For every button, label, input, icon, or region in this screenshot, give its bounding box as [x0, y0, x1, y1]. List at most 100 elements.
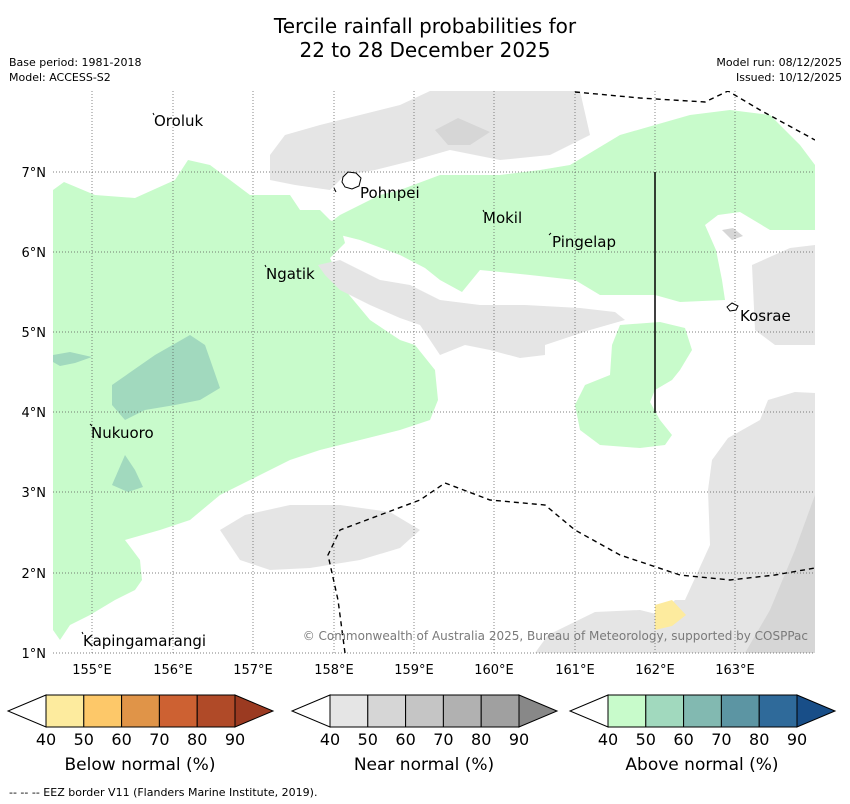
legend-below-tick-70: 70: [149, 730, 169, 749]
near-normal-50-region-3: [722, 228, 743, 240]
legend-below-tick-80: 80: [187, 730, 207, 749]
legend-below-swatch-0: [45, 694, 85, 728]
legend-above-tick-90: 90: [787, 730, 807, 749]
near-normal-40-region-north: [270, 91, 590, 190]
ngatik-marker: [264, 264, 267, 268]
near-normal-40-region-east: [752, 245, 815, 345]
legend-near-swatch-1: [367, 694, 407, 728]
near-normal-40-region-southeast: [535, 392, 815, 653]
lon-tick-163: 163°E: [715, 663, 755, 678]
legend-above-swatch-0: [607, 694, 647, 728]
legend-above-tick-70: 70: [711, 730, 731, 749]
label-oroluk: Oroluk: [154, 112, 203, 130]
legend-label-above: Above normal (%): [625, 755, 779, 775]
label-ngatik: Ngatik: [266, 265, 315, 283]
legend-near-swatch-3: [442, 694, 482, 728]
islands: [333, 171, 739, 312]
pingelap-marker: [548, 232, 552, 236]
lon-tick-159: 159°E: [394, 663, 434, 678]
label-mokil: Mokil: [483, 209, 522, 227]
legend-below-swatch-1: [83, 694, 123, 728]
legend-below-swatch-3: [158, 694, 198, 728]
lon-tick-162: 162°E: [635, 663, 675, 678]
legend-near-swatch-2: [405, 694, 444, 728]
label-nukuoro: Nukuoro: [91, 424, 154, 442]
legend-below-swatch-4: [196, 694, 236, 728]
legend-above-low-arrow: [568, 694, 609, 728]
gridlines: [53, 91, 815, 654]
legend-below-tick-40: 40: [36, 730, 56, 749]
legend-above-swatch-1: [645, 694, 685, 728]
lat-axis-labels: 7°N 6°N 5°N 4°N 3°N 2°N 1°N: [22, 166, 47, 662]
legend-below-high-arrow: [234, 694, 275, 728]
near-normal-50-region-1: [435, 118, 490, 145]
label-pingelap: Pingelap: [552, 233, 616, 251]
lat-tick-2: 2°N: [22, 567, 47, 582]
legend-near-swatch-4: [480, 694, 520, 728]
copyright-notice: © Commonwealth of Australia 2025, Bureau…: [303, 629, 808, 643]
legend-bars: 40 50 60 70 80 90 40 50 60 70 80 90 40 50 60 70 80 90: [6, 694, 837, 749]
legend-near-tick-50: 50: [358, 730, 378, 749]
lat-tick-5: 5°N: [22, 326, 47, 341]
issued-date: Issued: 10/12/2025: [735, 71, 842, 84]
lon-tick-157: 157°E: [233, 663, 273, 678]
legend-below-tick-60: 60: [111, 730, 131, 749]
legend-below-swatch-2: [121, 694, 160, 728]
lon-tick-158: 158°E: [314, 663, 354, 678]
legend-above-swatch-2: [683, 694, 722, 728]
legend-label-below: Below normal (%): [64, 755, 216, 775]
legend-below-low-arrow: [6, 694, 47, 728]
lon-tick-155: 155°E: [72, 663, 112, 678]
legend-above-high-arrow: [796, 694, 837, 728]
label-kosrae: Kosrae: [740, 307, 791, 325]
model-name: Model: ACCESS-S2: [9, 71, 111, 84]
legend-near-swatch-0: [329, 694, 369, 728]
above-normal-40-region-north: [320, 110, 815, 302]
legend-above-swatch-4: [758, 694, 798, 728]
nukuoro-marker: [89, 423, 93, 427]
lon-tick-160: 160°E: [474, 663, 514, 678]
kapingamarangi-marker: [81, 631, 84, 635]
legend-below-tick-50: 50: [74, 730, 94, 749]
lat-tick-3: 3°N: [22, 486, 47, 501]
eez-border-north: [574, 91, 815, 141]
chart-title: Tercile rainfall probabilities for 22 to…: [0, 14, 850, 62]
oroluk-marker: [152, 112, 155, 116]
near-normal-50-region-2: [745, 495, 815, 653]
above-normal-40-region-east: [575, 322, 692, 448]
below-normal-40-region: [655, 600, 686, 630]
above-normal-50-region-1: [112, 335, 220, 420]
lat-tick-4: 4°N: [22, 406, 47, 421]
legend-above-tick-50: 50: [636, 730, 656, 749]
legend-near-tick-60: 60: [395, 730, 415, 749]
title-line-2: 22 to 28 December 2025: [299, 38, 551, 62]
legend-near-tick-40: 40: [320, 730, 340, 749]
lat-tick-7: 7°N: [22, 166, 47, 181]
legend-label-near: Near normal (%): [353, 755, 495, 775]
above-normal-50-region-3: [53, 352, 92, 366]
base-period: Base period: 1981-2018: [9, 56, 142, 69]
eez-note: -- -- -- EEZ border V11 (Flanders Marine…: [9, 786, 318, 799]
legend-above-tick-40: 40: [598, 730, 618, 749]
legend-above-tick-80: 80: [749, 730, 769, 749]
label-pohnpei: Pohnpei: [360, 184, 420, 202]
legend-near-tick-70: 70: [433, 730, 453, 749]
probability-regions: [53, 91, 815, 653]
meta-right: Model run: 08/12/2025 Issued: 10/12/2025: [716, 55, 842, 85]
label-kapingamarangi: Kapingamarangi: [83, 632, 206, 650]
lat-tick-1: 1°N: [22, 647, 47, 662]
legend-below-tick-90: 90: [225, 730, 245, 749]
near-normal-40-region-south: [220, 505, 420, 570]
place-markers: [81, 112, 552, 635]
above-normal-50-region-2: [112, 455, 143, 492]
lon-tick-156: 156°E: [153, 663, 193, 678]
model-run: Model run: 08/12/2025: [716, 56, 842, 69]
pohnpei-reef-mark: [333, 187, 337, 193]
place-labels: Oroluk Pohnpei Mokil Pingelap Ngatik Kos…: [83, 112, 791, 650]
eez-border-south: [327, 482, 815, 653]
mokil-marker: [482, 209, 485, 213]
legend-near-high-arrow: [518, 694, 559, 728]
meta-left: Base period: 1981-2018 Model: ACCESS-S2: [9, 55, 141, 85]
lon-tick-161: 161°E: [555, 663, 595, 678]
